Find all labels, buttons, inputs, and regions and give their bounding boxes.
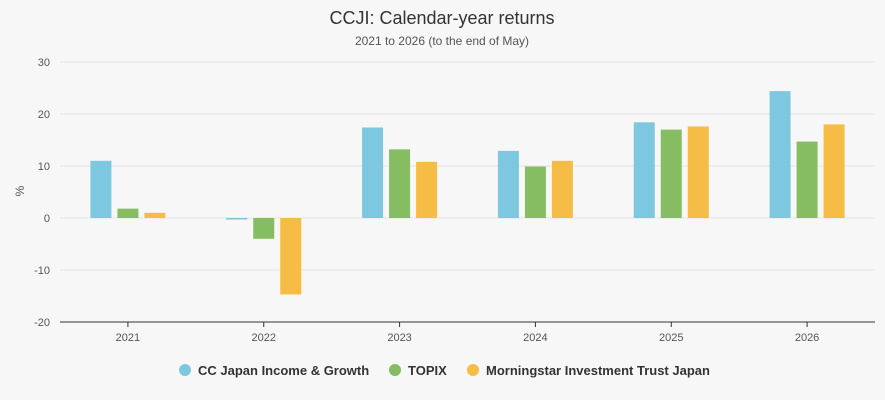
- legend-label[interactable]: CC Japan Income & Growth: [198, 363, 369, 378]
- legend-marker[interactable]: [389, 364, 401, 376]
- bar[interactable]: [144, 212, 166, 218]
- y-tick-label: 20: [38, 109, 50, 121]
- bar[interactable]: [633, 122, 655, 218]
- axes: 30 20 10 0 -10 -20 2021 2022 2023 2024 2025 2026: [34, 57, 875, 344]
- bar[interactable]: [497, 150, 519, 218]
- chart-subtitle: 2021 to 2026 (to the end of May): [355, 34, 529, 48]
- x-tick-label: 2026: [795, 332, 819, 344]
- bar[interactable]: [416, 161, 438, 218]
- bar[interactable]: [551, 160, 573, 218]
- legend-marker[interactable]: [467, 364, 479, 376]
- y-tick-label: -20: [34, 317, 50, 329]
- bar[interactable]: [524, 166, 546, 218]
- y-tick-label: 10: [38, 161, 50, 173]
- chart-title: CCJI: Calendar-year returns: [329, 8, 554, 28]
- x-tick-label: 2024: [523, 332, 547, 344]
- bar[interactable]: [687, 126, 709, 218]
- x-tick-label: 2023: [387, 332, 411, 344]
- y-tick-label: -10: [34, 265, 50, 277]
- bar[interactable]: [117, 208, 139, 218]
- bar[interactable]: [769, 91, 791, 218]
- bar[interactable]: [362, 127, 384, 218]
- bars: [90, 91, 845, 295]
- x-tick-label: 2021: [116, 332, 140, 344]
- legend[interactable]: CC Japan Income & Growth TOPIX Morningstar…: [179, 363, 710, 378]
- y-axis-label: %: [13, 185, 27, 196]
- legend-label[interactable]: Morningstar Investment Trust Japan: [486, 363, 710, 378]
- bar[interactable]: [280, 218, 302, 295]
- bar[interactable]: [660, 129, 682, 218]
- gridlines: [60, 61, 875, 271]
- bar[interactable]: [389, 149, 411, 218]
- legend-label[interactable]: TOPIX: [408, 363, 447, 378]
- x-tick-label: 2025: [659, 332, 683, 344]
- y-tick-label: 0: [44, 213, 50, 225]
- x-tick-label: 2022: [252, 332, 276, 344]
- bar[interactable]: [253, 218, 275, 239]
- y-tick-label: 30: [38, 57, 50, 69]
- bar[interactable]: [90, 160, 112, 218]
- bar[interactable]: [796, 141, 818, 218]
- bar[interactable]: [226, 218, 248, 220]
- bar[interactable]: [823, 124, 845, 218]
- legend-marker[interactable]: [179, 364, 191, 376]
